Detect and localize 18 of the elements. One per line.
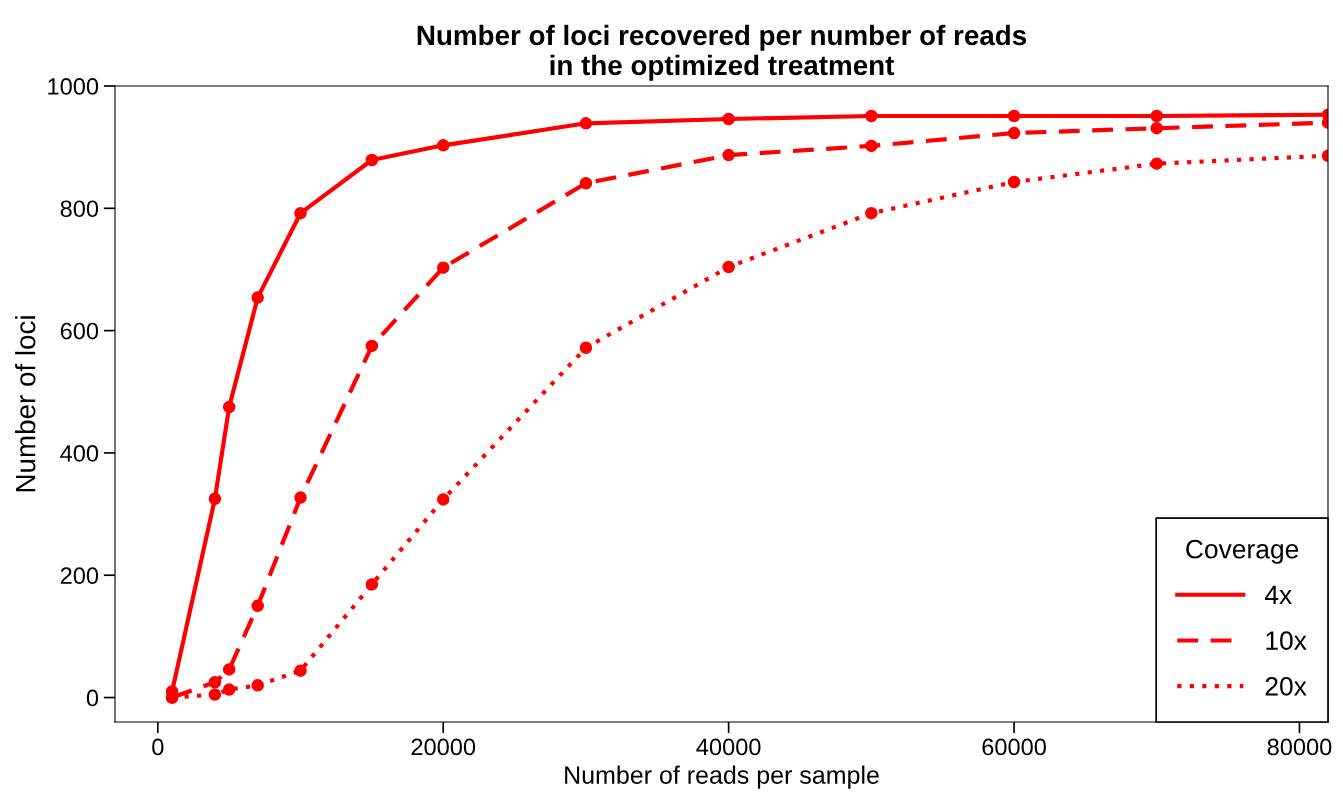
x-tick-label: 80000	[1267, 738, 1332, 756]
legend-label: 4x	[1264, 585, 1292, 604]
x-axis-title: Number of reads per sample	[565, 765, 879, 789]
x-tick-label: 0	[152, 738, 164, 756]
legend-title: Coverage	[1186, 539, 1299, 564]
y-tick-label: 0	[86, 689, 99, 707]
x-tick-label: 20000	[411, 738, 476, 756]
y-tick-label: 400	[60, 444, 99, 462]
y-axis-title: Number of loci	[15, 316, 36, 492]
x-tick-label: 40000	[696, 738, 761, 756]
chart-title: Number of loci recovered per number of reads in the optimized treatment	[417, 24, 1027, 81]
y-tick-label: 600	[60, 322, 99, 340]
x-tick-label: 60000	[982, 738, 1046, 756]
y-tick-label: 800	[60, 200, 99, 218]
y-tick-label: 1000	[48, 78, 99, 95]
legend-label: 20x	[1265, 676, 1307, 696]
legend-label: 10x	[1266, 631, 1307, 650]
y-tick-label: 200	[60, 567, 99, 585]
